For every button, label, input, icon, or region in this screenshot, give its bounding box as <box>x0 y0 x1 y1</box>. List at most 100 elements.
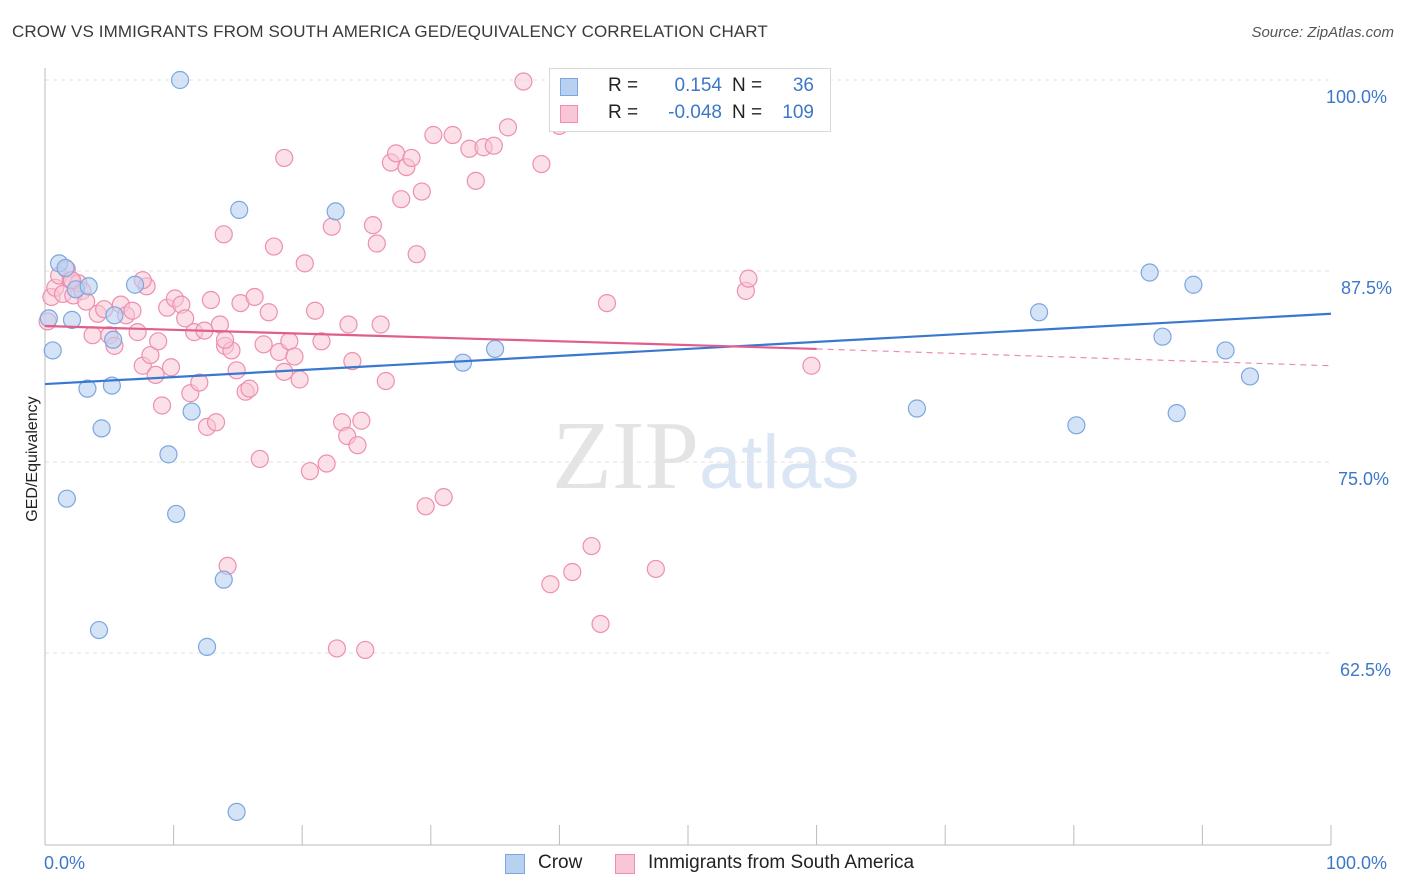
immigrants-swatch <box>560 105 578 123</box>
immigrants-point-77 <box>402 148 421 168</box>
crow-swatch <box>560 78 578 96</box>
immigrants-point-60 <box>317 454 336 473</box>
immigrants-point-82 <box>434 488 453 507</box>
crow-point-24 <box>453 353 473 372</box>
crow-point-0 <box>39 309 58 328</box>
immigrants-point-57 <box>300 462 320 481</box>
y-tick-label-100: 100.0% <box>1326 87 1388 107</box>
crow-point-32 <box>1153 327 1172 346</box>
immigrants-point-42 <box>227 361 246 380</box>
immigrants-point-94 <box>582 536 601 556</box>
immigrants-point-23 <box>146 365 165 385</box>
crow-r-label: R = <box>608 75 639 96</box>
crow-point-33 <box>1167 404 1186 423</box>
immigrants-point-45 <box>240 379 259 398</box>
immigrants-point-30 <box>176 309 195 328</box>
immigrants-point-59 <box>312 332 331 351</box>
crow-point-23 <box>326 202 345 221</box>
immigrants-point-61 <box>322 217 341 236</box>
axes <box>44 68 1332 846</box>
chart-source: Source: ZipAtlas.com <box>1251 24 1394 41</box>
crow-point-20 <box>214 570 233 589</box>
legend-label-immigrants: Immigrants from South America <box>648 852 915 873</box>
immigrants-point-78 <box>407 245 426 264</box>
legend-label-crow: Crow <box>538 852 583 873</box>
crow-point-6 <box>57 489 76 508</box>
crow-point-25 <box>486 339 505 359</box>
immigrants-point-85 <box>466 171 485 190</box>
immigrants-point-83 <box>443 125 462 145</box>
crow-point-4 <box>62 310 82 329</box>
x-tick-label-100: 100.0% <box>1326 853 1388 873</box>
immigrants-point-70 <box>367 234 386 253</box>
immigrants-point-69 <box>363 216 383 235</box>
immigrants-point-91 <box>541 575 560 594</box>
crow-point-19 <box>197 637 217 656</box>
y-tick-label-75: 75.0% <box>1338 469 1390 489</box>
immigrants-point-62 <box>327 639 347 658</box>
immigrants-point-53 <box>280 332 299 351</box>
crow-point-11 <box>104 330 123 349</box>
crow-point-15 <box>167 504 186 524</box>
crow-point-22 <box>227 802 246 822</box>
immigrants-point-56 <box>295 254 314 273</box>
crow-point-29 <box>1029 303 1049 322</box>
immigrants-r-value: -0.048 <box>668 102 722 123</box>
crow-point-12 <box>92 419 111 438</box>
immigrants-point-36 <box>201 290 220 310</box>
immigrants-point-104 <box>339 315 358 334</box>
immigrants-point-100 <box>802 356 821 375</box>
crow-point-8 <box>78 379 97 398</box>
immigrants-point-19 <box>128 323 147 342</box>
immigrants-point-96 <box>597 293 617 313</box>
crow-point-13 <box>125 275 145 294</box>
crow-point-34 <box>1184 275 1203 294</box>
crow-point-16 <box>170 70 190 90</box>
stats-box: R = 0.154 N = 36 R = -0.048 N = 109 <box>549 68 831 132</box>
legend-swatch-crow <box>505 854 525 874</box>
crow-n-value: 36 <box>792 75 814 96</box>
immigrants-point-65 <box>343 352 362 371</box>
immigrants-point-103 <box>215 330 235 349</box>
immigrants-point-54 <box>285 347 304 366</box>
immigrants-n-value: 109 <box>782 102 814 123</box>
crow-point-1 <box>43 341 62 360</box>
immigrants-point-101 <box>214 225 233 244</box>
immigrants-trend-line <box>44 324 817 351</box>
immigrants-point-87 <box>484 136 503 155</box>
immigrants-point-27 <box>161 358 181 377</box>
immigrants-point-47 <box>250 449 269 469</box>
immigrants-point-58 <box>305 301 325 320</box>
immigrants-point-37 <box>206 413 226 432</box>
immigrants-point-46 <box>245 287 264 307</box>
chart-title: CROW VS IMMIGRANTS FROM SOUTH AMERICA GE… <box>12 22 768 41</box>
crow-point-35 <box>1216 341 1235 360</box>
crow-point-17 <box>182 402 201 421</box>
immigrants-point-24 <box>149 332 168 351</box>
immigrants-point-99 <box>739 269 758 288</box>
immigrants-point-49 <box>259 303 278 322</box>
immigrants-point-97 <box>646 559 665 579</box>
crow-point-18 <box>89 620 109 640</box>
crow-point-7 <box>79 277 98 296</box>
crow-point-14 <box>159 445 178 464</box>
crow-point-3 <box>56 258 75 278</box>
y-axis-label: GED/Equivalency <box>24 396 41 522</box>
immigrants-point-81 <box>424 125 443 145</box>
y-tick-label-87-5: 87.5% <box>1341 278 1393 298</box>
immigrants-point-71 <box>371 315 390 334</box>
crow-n-label: N = <box>732 75 763 96</box>
crow-point-21 <box>230 200 249 219</box>
crow-point-10 <box>105 306 124 325</box>
crow-point-28 <box>907 399 927 418</box>
immigrants-point-89 <box>514 72 533 91</box>
legend-swatch-immigrants <box>615 854 635 874</box>
crow-point-30 <box>1067 416 1086 435</box>
immigrants-point-25 <box>152 396 172 415</box>
immigrants-point-18 <box>123 301 142 320</box>
immigrants-point-67 <box>352 411 371 430</box>
trend-lines <box>44 312 1332 386</box>
immigrants-point-66 <box>348 436 367 455</box>
immigrants-point-68 <box>356 640 375 660</box>
crow-point-36 <box>1240 367 1260 386</box>
